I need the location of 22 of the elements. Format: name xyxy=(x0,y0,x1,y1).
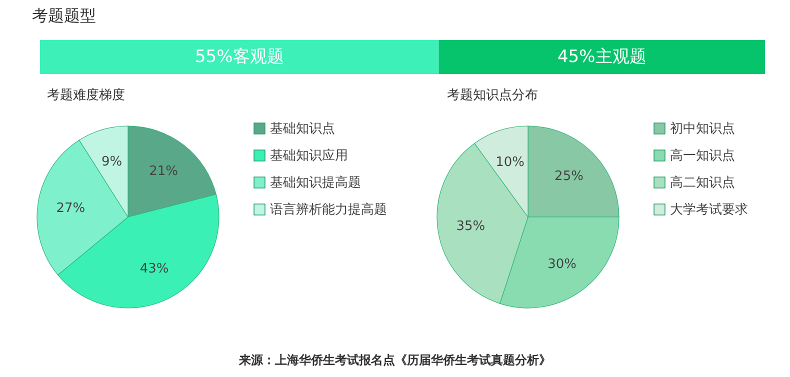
data-label: 25% xyxy=(554,168,584,184)
legend-label: 基础知识应用 xyxy=(270,148,348,164)
legend-label: 大学考试要求 xyxy=(670,202,748,218)
data-label: 35% xyxy=(456,219,486,234)
data-label: 21% xyxy=(149,164,178,180)
data-label: 43% xyxy=(140,262,169,277)
legend-label: 高一知识点 xyxy=(670,148,735,164)
data-label: 10% xyxy=(496,154,525,170)
source-note: 来源：上海华侨生考试报名点《历届华侨生考试真题分析》 xyxy=(238,352,552,369)
chart-title: 考题知识点分布 xyxy=(447,88,538,103)
data-label: 55%客观题 xyxy=(194,47,284,67)
data-label: 30% xyxy=(548,256,577,272)
data-label: 9% xyxy=(102,154,122,170)
legend-label: 初中知识点 xyxy=(670,122,735,136)
chart-title: 考题难度梯度 xyxy=(47,87,125,103)
legend-label: 语言辨析能力提高题 xyxy=(270,202,387,218)
data-label: 27% xyxy=(56,200,86,216)
legend-label: 基础知识点 xyxy=(270,122,335,136)
data-label: 45%主观题 xyxy=(557,47,646,67)
legend-label: 基础知识提高题 xyxy=(270,174,361,190)
chart-title: 考题题型 xyxy=(32,6,96,25)
legend-label: 高二知识点 xyxy=(670,174,735,190)
